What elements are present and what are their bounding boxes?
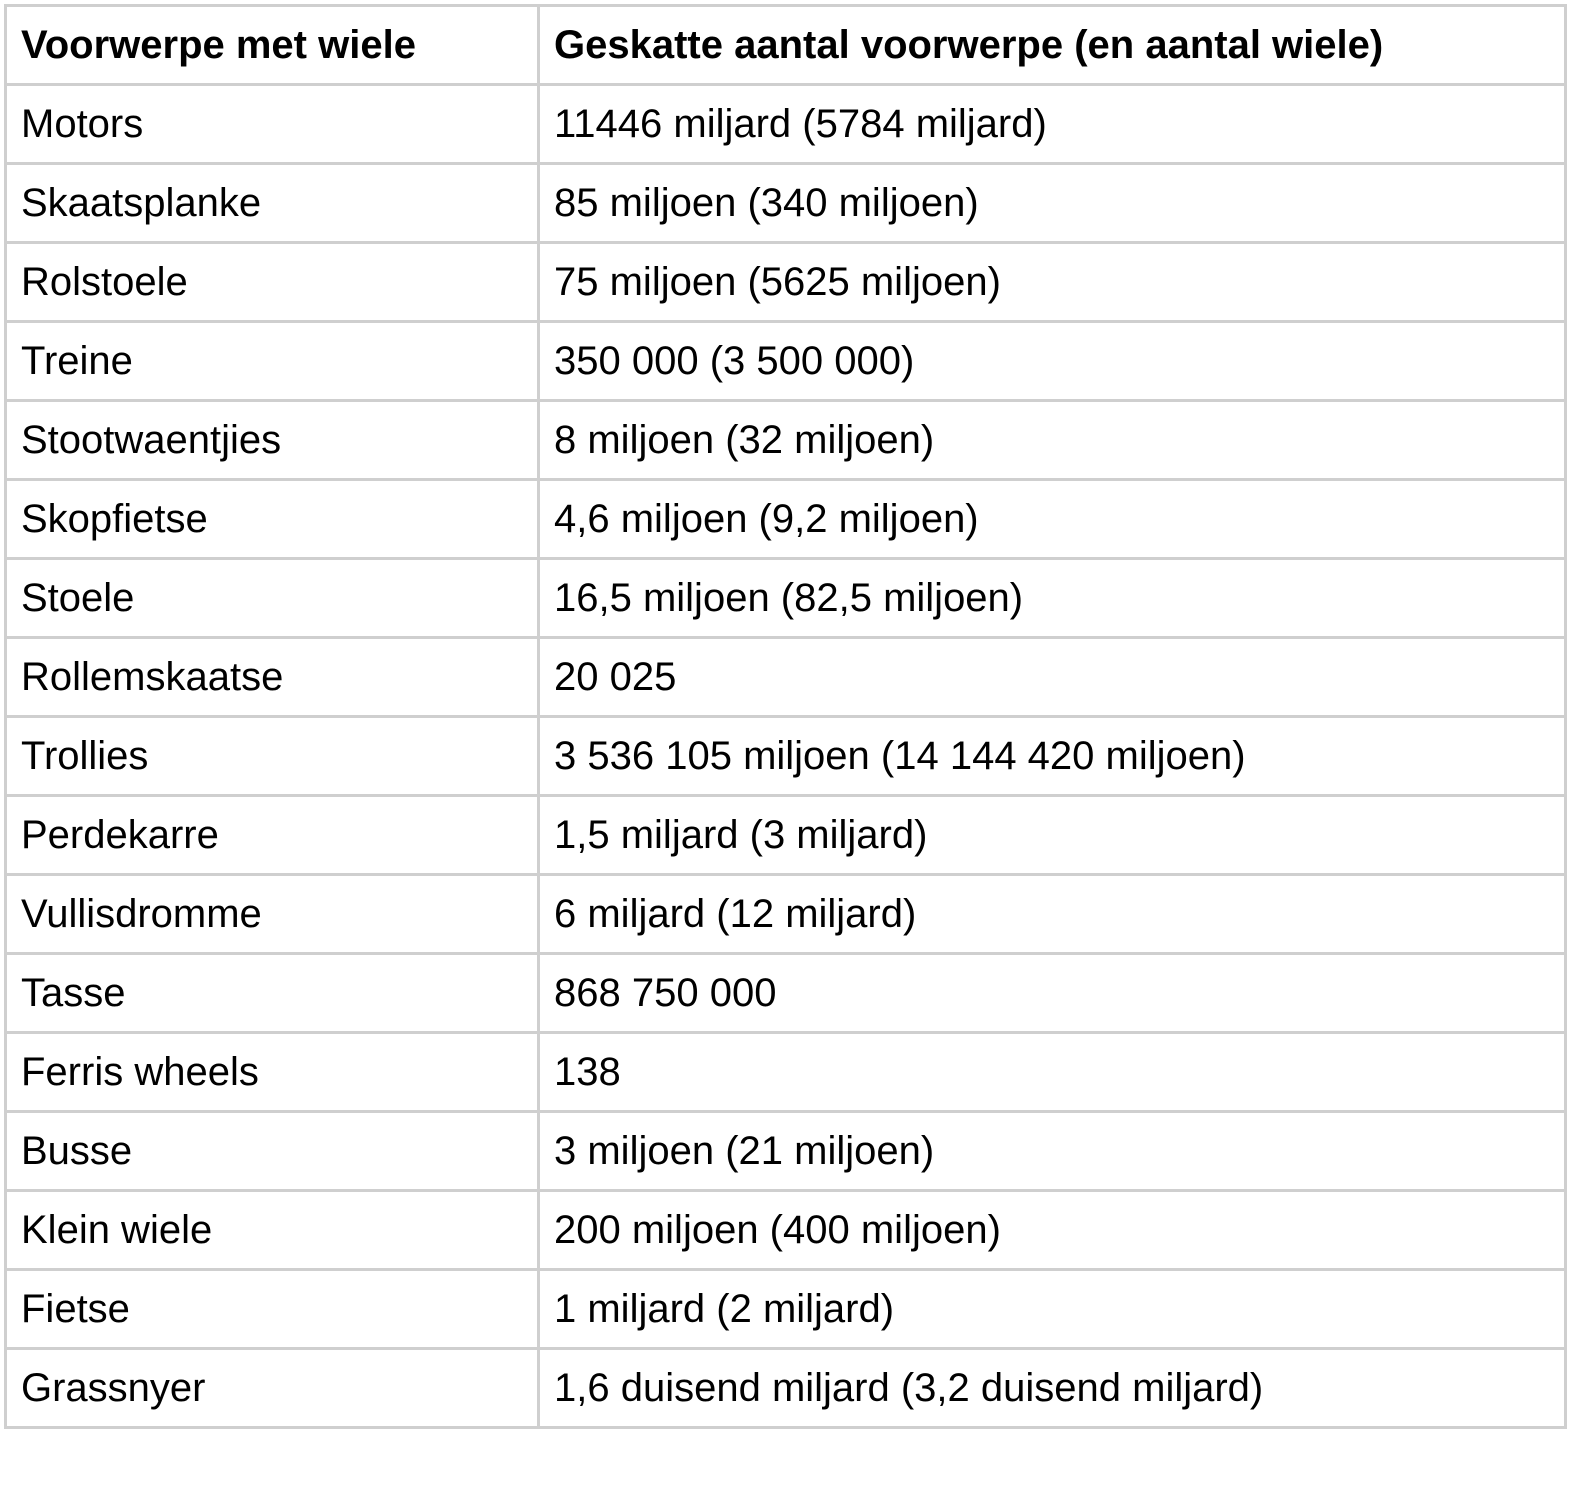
item-cell: Stoele	[4, 557, 540, 639]
estimate-cell: 1,5 miljard (3 miljard)	[537, 794, 1567, 876]
table-row: Skopfietse 4,6 miljoen (9,2 miljoen)	[4, 478, 1567, 560]
table-row: Ferris wheels 138	[4, 1031, 1567, 1113]
estimate-cell: 3 miljoen (21 miljoen)	[537, 1110, 1567, 1192]
estimate-cell: 11446 miljard (5784 miljard)	[537, 83, 1567, 165]
table-row: Rolstoele 75 miljoen (5625 miljoen)	[4, 241, 1567, 323]
table-row: Vullisdromme 6 miljard (12 miljard)	[4, 873, 1567, 955]
item-cell: Rolstoele	[4, 241, 540, 323]
estimate-cell: 6 miljard (12 miljard)	[537, 873, 1567, 955]
wheels-table: Voorwerpe met wiele Geskatte aantal voor…	[4, 4, 1567, 1429]
item-cell: Stootwaentjies	[4, 399, 540, 481]
item-cell: Rollemskaatse	[4, 636, 540, 718]
table-row: Busse 3 miljoen (21 miljoen)	[4, 1110, 1567, 1192]
table-row: Grassnyer 1,6 duisend miljard (3,2 duise…	[4, 1347, 1567, 1429]
table-row: Klein wiele 200 miljoen (400 miljoen)	[4, 1189, 1567, 1271]
item-cell: Busse	[4, 1110, 540, 1192]
item-cell: Klein wiele	[4, 1189, 540, 1271]
estimate-cell: 1 miljard (2 miljard)	[537, 1268, 1567, 1350]
item-cell: Treine	[4, 320, 540, 402]
estimate-cell: 16,5 miljoen (82,5 miljoen)	[537, 557, 1567, 639]
table-header-row: Voorwerpe met wiele Geskatte aantal voor…	[4, 4, 1567, 86]
item-cell: Grassnyer	[4, 1347, 540, 1429]
table-row: Skaatsplanke 85 miljoen (340 miljoen)	[4, 162, 1567, 244]
table-row: Trollies 3 536 105 miljoen (14 144 420 m…	[4, 715, 1567, 797]
item-cell: Vullisdromme	[4, 873, 540, 955]
estimate-cell: 4,6 miljoen (9,2 miljoen)	[537, 478, 1567, 560]
table-row: Stoele 16,5 miljoen (82,5 miljoen)	[4, 557, 1567, 639]
estimate-cell: 350 000 (3 500 000)	[537, 320, 1567, 402]
item-cell: Ferris wheels	[4, 1031, 540, 1113]
item-cell: Motors	[4, 83, 540, 165]
estimate-cell: 8 miljoen (32 miljoen)	[537, 399, 1567, 481]
item-cell: Fietse	[4, 1268, 540, 1350]
column-header-item: Voorwerpe met wiele	[4, 4, 540, 86]
table-row: Tasse 868 750 000	[4, 952, 1567, 1034]
item-cell: Trollies	[4, 715, 540, 797]
table-row: Fietse 1 miljard (2 miljard)	[4, 1268, 1567, 1350]
estimate-cell: 200 miljoen (400 miljoen)	[537, 1189, 1567, 1271]
estimate-cell: 85 miljoen (340 miljoen)	[537, 162, 1567, 244]
estimate-cell: 138	[537, 1031, 1567, 1113]
table-row: Perdekarre 1,5 miljard (3 miljard)	[4, 794, 1567, 876]
estimate-cell: 20 025	[537, 636, 1567, 718]
item-cell: Skopfietse	[4, 478, 540, 560]
item-cell: Perdekarre	[4, 794, 540, 876]
item-cell: Tasse	[4, 952, 540, 1034]
estimate-cell: 1,6 duisend miljard (3,2 duisend miljard…	[537, 1347, 1567, 1429]
estimate-cell: 75 miljoen (5625 miljoen)	[537, 241, 1567, 323]
column-header-estimate: Geskatte aantal voorwerpe (en aantal wie…	[537, 4, 1567, 86]
table-row: Stootwaentjies 8 miljoen (32 miljoen)	[4, 399, 1567, 481]
table-row: Rollemskaatse 20 025	[4, 636, 1567, 718]
item-cell: Skaatsplanke	[4, 162, 540, 244]
table-row: Treine 350 000 (3 500 000)	[4, 320, 1567, 402]
estimate-cell: 3 536 105 miljoen (14 144 420 miljoen)	[537, 715, 1567, 797]
table-row: Motors 11446 miljard (5784 miljard)	[4, 83, 1567, 165]
estimate-cell: 868 750 000	[537, 952, 1567, 1034]
